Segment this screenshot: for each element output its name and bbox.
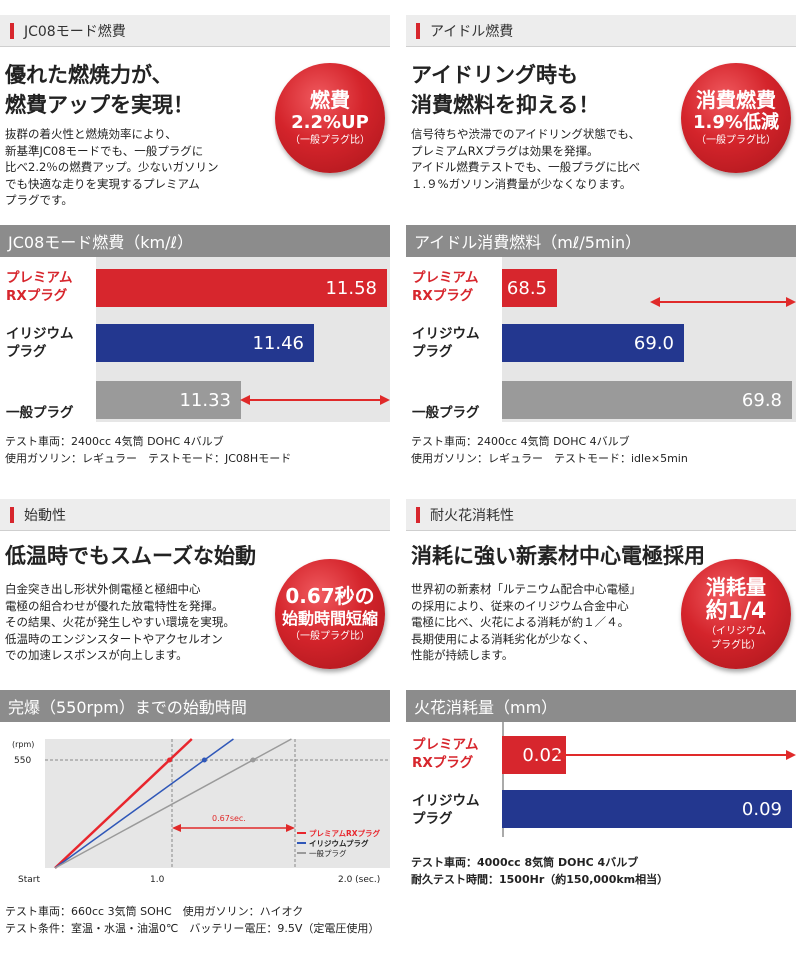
series-point <box>201 757 207 763</box>
section-title: アイドル燃費 <box>430 23 514 40</box>
legend-label: イリジウムプラグ <box>309 838 369 848</box>
bar: 68.5 <box>502 269 557 307</box>
bar-value: 11.58 <box>325 277 377 299</box>
series-lines <box>54 738 292 869</box>
bar-value: 0.02 <box>522 744 563 766</box>
section-marker <box>10 22 14 39</box>
bar: 69.0 <box>502 324 684 362</box>
body-text: 信号待ちや渋滞でのアイドリング状態でも、 プレミアムRXプラグは効果を発揮。 ア… <box>411 127 641 191</box>
legend: プレミアムRXプラグ イリジウムプラグ 一般プラグ <box>297 828 381 858</box>
bar: 11.46 <box>96 324 314 362</box>
legend-label: プレミアムRXプラグ <box>309 828 381 838</box>
series-point <box>167 757 173 763</box>
section-marker <box>10 506 14 523</box>
badge-line2: 始動時間短縮 <box>281 609 378 628</box>
headline: 低温時でもスムーズな始動 <box>5 544 256 568</box>
y-tick-label: 550 <box>14 756 31 766</box>
annotation-label: 0.67sec. <box>212 814 246 823</box>
body-text: 白金突き出し形状外側電極と極細中心 電極の組合わせが優れた放電特性を発揮。 その… <box>5 582 235 662</box>
badge-line2: 1.9%低減 <box>693 112 779 133</box>
badge-sub: （一般プラグ比） <box>290 135 370 146</box>
badge-line2: 約1/4 <box>705 599 767 624</box>
badge-sub: （一般プラグ比） <box>290 631 370 642</box>
bar-value: 69.0 <box>633 332 674 354</box>
badge: 消耗量 約1/4 （イリジウム プラグ比） <box>681 559 791 669</box>
y-axis-label: (rpm) <box>12 740 34 749</box>
badge-line1: 消費燃費 <box>696 88 776 112</box>
bar-value: 68.5 <box>506 277 547 299</box>
badge-sub: （イリジウム プラグ比） <box>706 626 766 651</box>
x-tick-label: 1.0 <box>150 875 165 885</box>
legend-label: 一般プラグ <box>309 848 347 858</box>
badge-sub: （一般プラグ比） <box>696 135 776 146</box>
category-label: イリジウム プラグ <box>412 326 480 360</box>
difference-arrow <box>556 750 796 760</box>
section-marker <box>416 22 420 39</box>
bar: 11.58 <box>96 269 387 307</box>
section-header-spark: 耐火花消耗性 <box>406 499 796 531</box>
bar-chart-idle: プレミアム RXプラグ 68.5 イリジウム プラグ 69.0 一般プラグ 69… <box>406 257 796 437</box>
section-header-fuel: JC08モード燃費 <box>0 15 390 47</box>
badge: 消費燃費 1.9%低減 （一般プラグ比） <box>681 63 791 173</box>
line-chart-start: (rpm) 550 Start 1.0 2.0 (sec.) 0.67sec. … <box>0 725 390 895</box>
annotation-arrowhead <box>286 824 295 832</box>
bar: 69.8 <box>502 381 792 419</box>
bar-chart-spark: プレミアム RXプラグ 0.02 イリジウム プラグ 0.09 <box>406 722 796 842</box>
test-note: テスト車両：2400cc 4気筒 DOHC 4バルブ 使用ガソリン：レギュラー … <box>411 435 688 465</box>
category-label: 一般プラグ <box>412 405 480 421</box>
badge: 0.67秒の 始動時間短縮 （一般プラグ比） <box>275 559 385 669</box>
test-note: テスト車両：660cc 3気筒 SOHC 使用ガソリン：ハイオク テスト条件：室… <box>5 905 380 935</box>
difference-arrow <box>240 395 390 405</box>
chart-title: アイドル消費燃料（mℓ/5min） <box>406 225 796 257</box>
difference-arrow <box>650 297 796 307</box>
badge-line1: 消耗量 <box>706 575 766 599</box>
panel-spark: 耐火花消耗性 消耗に強い新素材中心電極採用 世界初の新素材「ルテニウム配合中心電… <box>406 499 796 899</box>
chart-title: 火花消耗量（mm） <box>406 690 796 722</box>
x-tick-label: 2.0 (sec.) <box>338 875 380 885</box>
bar: 11.33 <box>96 381 241 419</box>
category-label: プレミアム RXプラグ <box>6 270 73 304</box>
category-label: イリジウム プラグ <box>6 326 74 360</box>
headline: 消耗に強い新素材中心電極採用 <box>411 544 705 568</box>
test-note: テスト車両：2400cc 4気筒 DOHC 4バルブ 使用ガソリン：レギュラー … <box>5 435 292 465</box>
test-note: テスト車両：4000cc 8気筒 DOHC 4バルブ 耐久テスト時間：1500H… <box>411 856 669 886</box>
bar-value: 69.8 <box>741 389 782 411</box>
panel-start: 始動性 低温時でもスムーズな始動 白金突き出し形状外側電極と極細中心 電極の組合… <box>0 499 390 969</box>
headline: 優れた燃焼力が、 燃費アップを実現！ <box>5 63 194 117</box>
chart-title: 完爆（550rpm）までの始動時間 <box>0 690 390 722</box>
section-title: 始動性 <box>24 507 66 524</box>
series-point <box>250 757 256 763</box>
bar-chart-fuel: プレミアム RXプラグ 11.58 イリジウム プラグ 11.46 一般プラグ … <box>0 257 390 437</box>
category-label: 一般プラグ <box>6 405 74 421</box>
annotation-arrowhead <box>172 824 181 832</box>
body-text: 抜群の着火性と燃焼効率により、 新基準JC08モードでも、一般プラグに 比べ2.… <box>5 127 219 207</box>
bar: 0.02 <box>502 736 567 774</box>
section-marker <box>416 506 420 523</box>
badge-line1: 0.67秒の <box>285 584 375 608</box>
badge: 燃費 2.2%UP （一般プラグ比） <box>275 63 385 173</box>
axis-line <box>502 722 504 837</box>
category-label: プレミアム RXプラグ <box>412 737 479 771</box>
section-title: JC08モード燃費 <box>24 23 126 40</box>
bar-value: 11.46 <box>252 332 304 354</box>
section-title: 耐火花消耗性 <box>430 507 514 524</box>
panel-idle: アイドル燃費 アイドリング時も 消費燃料を抑える！ 信号待ちや渋滞でのアイドリン… <box>406 15 796 475</box>
section-header-start: 始動性 <box>0 499 390 531</box>
bar-value: 11.33 <box>179 389 231 411</box>
panel-fuel: JC08モード燃費 優れた燃焼力が、 燃費アップを実現！ 抜群の着火性と燃焼効率… <box>0 15 390 475</box>
badge-line1: 燃費 <box>310 88 350 112</box>
bar: 0.09 <box>502 790 792 828</box>
line-chart-svg: (rpm) 550 Start 1.0 2.0 (sec.) 0.67sec. … <box>12 738 390 885</box>
chart-title: JC08モード燃費（km/ℓ） <box>0 225 390 257</box>
body-text: 世界初の新素材「ルテニウム配合中心電極」 の採用により、従来のイリジウム合金中心… <box>411 582 641 662</box>
category-label: イリジウム プラグ <box>412 793 480 827</box>
category-label: プレミアム RXプラグ <box>412 270 479 304</box>
headline: アイドリング時も 消費燃料を抑える！ <box>411 63 600 117</box>
bar-value: 0.09 <box>741 798 782 820</box>
badge-line2: 2.2%UP <box>291 112 369 133</box>
x-tick-label: Start <box>18 875 40 885</box>
section-header-idle: アイドル燃費 <box>406 15 796 47</box>
